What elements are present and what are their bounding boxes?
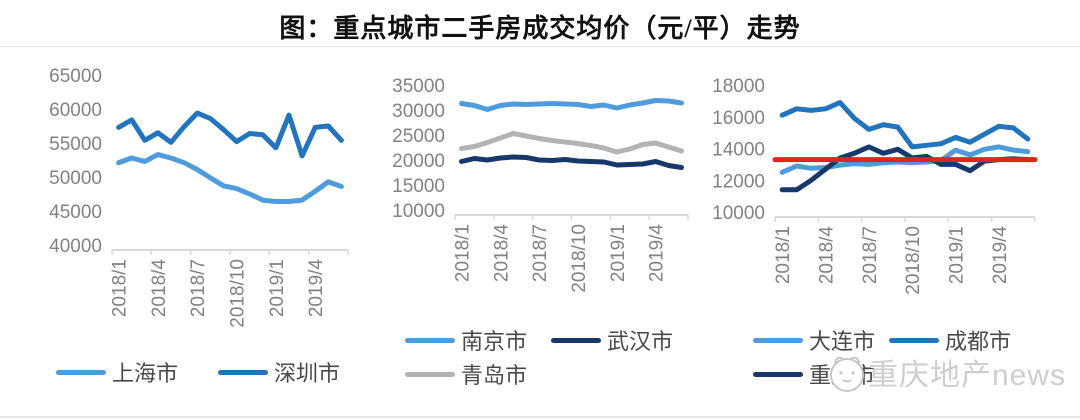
watermark-logo-icon bbox=[830, 356, 864, 392]
x-tick-label: 2019/4 bbox=[647, 224, 668, 283]
x-tick-label: 2019/4 bbox=[306, 259, 327, 318]
chart-dalian-chengdu-chongqing: 18000 16000 14000 12000 10000 2018/1 2018/4 201… bbox=[705, 55, 1057, 415]
legend-label: 大连市 bbox=[809, 329, 876, 354]
chart-shanghai-shenzhen-legend: 上海市 深圳市 bbox=[28, 355, 368, 389]
series-line-1 bbox=[116, 110, 344, 159]
legend-row: 大连市 成都市 bbox=[753, 323, 1080, 357]
x-tick-label: 2018/1 bbox=[110, 259, 131, 317]
y-tick-label: 65000 bbox=[49, 66, 102, 87]
x-tick-label: 2018/4 bbox=[149, 259, 170, 318]
legend-label: 青岛市 bbox=[461, 363, 528, 388]
x-tick-label: 2018/1 bbox=[773, 226, 794, 284]
series-line-1 bbox=[779, 100, 1031, 150]
series-line-0 bbox=[779, 144, 1031, 175]
y-tick-label: 35000 bbox=[392, 76, 445, 97]
x-tick-label: 2018/4 bbox=[817, 226, 838, 285]
y-tick-label: 14000 bbox=[712, 140, 765, 161]
legend-item: 深圳市 bbox=[218, 356, 340, 388]
legend-line-marker-icon bbox=[889, 337, 940, 343]
legend-label: 成都市 bbox=[945, 329, 1012, 354]
legend-label: 深圳市 bbox=[274, 361, 341, 386]
y-tick-label: 60000 bbox=[49, 100, 102, 121]
x-tick-label: 2018/7 bbox=[188, 259, 209, 317]
y-tick-label: 10000 bbox=[392, 201, 445, 222]
chart-nanjing-wuhan-qingdao-legend: 南京市 武汉市青岛市 bbox=[385, 323, 717, 391]
y-tick-label: 10000 bbox=[712, 203, 765, 224]
chart-dalian-chengdu-chongqing-plot: 18000 16000 14000 12000 10000 2018/1 2018/4 201… bbox=[712, 76, 1038, 295]
legend-label: 武汉市 bbox=[607, 329, 674, 354]
y-tick-label: 12000 bbox=[712, 171, 765, 192]
x-tick-label: 2019/1 bbox=[947, 226, 968, 284]
legend-label: 南京市 bbox=[461, 329, 528, 354]
x-tick-label: 2019/1 bbox=[608, 224, 629, 282]
x-tick-label: 2018/10 bbox=[903, 226, 924, 295]
chart-nanjing-wuhan-qingdao-plot: 35000 30000 25000 20000 15000 10000 2018/1 2018… bbox=[392, 76, 689, 293]
y-tick-label: 30000 bbox=[392, 101, 445, 122]
top-divider bbox=[0, 46, 1080, 47]
x-tick-label: 2018/7 bbox=[530, 224, 551, 282]
legend-row: 南京市 武汉市 bbox=[405, 323, 717, 357]
y-tick-label: 16000 bbox=[712, 108, 765, 129]
x-tick-label: 2018/10 bbox=[228, 259, 249, 328]
legend-item: 大连市 bbox=[753, 324, 875, 356]
watermark: 重庆地产news bbox=[826, 350, 1066, 394]
page-title: 图：重点城市二手房成交均价（元/平）走势 bbox=[279, 14, 801, 43]
series-line-0 bbox=[459, 98, 684, 112]
legend-item: 青岛市 bbox=[405, 358, 527, 390]
legend-row: 上海市 深圳市 bbox=[28, 355, 368, 389]
x-tick-label: 2018/4 bbox=[491, 224, 512, 283]
legend-item: 成都市 bbox=[889, 324, 1011, 356]
legend-line-marker-icon bbox=[55, 369, 106, 375]
chart-nanjing-wuhan-qingdao: 35000 30000 25000 20000 15000 10000 2018/1 2018… bbox=[385, 55, 697, 415]
watermark-text: 重庆地产news bbox=[868, 359, 1067, 392]
y-tick-label: 50000 bbox=[49, 168, 102, 189]
legend-item: 上海市 bbox=[55, 356, 178, 388]
legend-line-marker-icon bbox=[551, 337, 602, 343]
x-tick-label: 2018/1 bbox=[453, 224, 474, 282]
y-tick-label: 18000 bbox=[712, 76, 765, 97]
chart-shanghai-shenzhen: 65000 60000 55000 50000 45000 40000 2018/1 2018… bbox=[28, 55, 368, 415]
y-tick-label: 45000 bbox=[49, 202, 102, 223]
legend-line-marker-icon bbox=[218, 369, 268, 375]
series-line-2 bbox=[459, 131, 684, 155]
legend-label: 上海市 bbox=[111, 361, 178, 386]
y-tick-label: 25000 bbox=[392, 126, 445, 147]
legend-item: 南京市 bbox=[405, 324, 527, 356]
x-tick-label: 2019/1 bbox=[267, 259, 288, 317]
y-tick-label: 55000 bbox=[49, 134, 102, 155]
bottom-divider bbox=[0, 416, 1080, 418]
series-line-0 bbox=[116, 152, 344, 204]
legend-line-marker-icon bbox=[405, 371, 455, 377]
legend-line-marker-icon bbox=[405, 337, 455, 343]
legend-line-marker-icon bbox=[753, 371, 803, 377]
y-tick-label: 15000 bbox=[392, 176, 445, 197]
chart-shanghai-shenzhen-plot: 65000 60000 55000 50000 45000 40000 2018/1 2018… bbox=[49, 66, 349, 328]
legend-line-marker-icon bbox=[753, 337, 803, 343]
x-tick-label: 2018/7 bbox=[860, 226, 881, 284]
x-tick-label: 2018/10 bbox=[569, 224, 590, 293]
y-tick-label: 40000 bbox=[49, 236, 102, 257]
y-tick-label: 20000 bbox=[392, 151, 445, 172]
series-line-1 bbox=[459, 154, 684, 170]
legend-item: 武汉市 bbox=[551, 324, 673, 356]
x-tick-label: 2019/4 bbox=[990, 226, 1011, 285]
legend-row: 青岛市 bbox=[405, 357, 717, 391]
